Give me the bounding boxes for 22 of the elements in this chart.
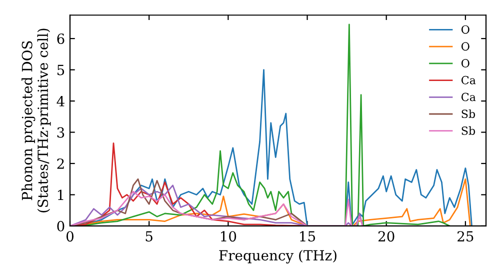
y-tick-label: 4 <box>56 96 64 106</box>
x-tick-label: 15 <box>300 231 316 242</box>
legend-label: Ca <box>461 76 476 84</box>
legend-label: Ca <box>461 92 476 102</box>
legend-label: O <box>461 25 470 34</box>
y-tick-label: 3 <box>57 127 64 138</box>
y-tick-label: 6 <box>57 34 64 44</box>
legend-label: O <box>461 42 470 51</box>
x-tick-label: 25 <box>458 231 474 242</box>
legend-label: Sb <box>462 126 476 135</box>
x-axis-title: Frequency (THz) <box>219 250 336 264</box>
y-tick-label: 1 <box>58 190 64 200</box>
y-tick-label: 2 <box>57 158 64 169</box>
x-tick-label: 10 <box>221 231 236 242</box>
x-tick-label: 20 <box>378 231 394 242</box>
legend-label: O <box>461 59 470 68</box>
legend-label: Sb <box>462 109 476 118</box>
x-tick-label: 0 <box>66 231 74 242</box>
y-tick-label: 0 <box>57 220 64 232</box>
x-tick-label: 5 <box>146 231 152 242</box>
y-axis-title: Phonon projected DOS (States/THz·primitive cell) <box>22 28 51 212</box>
y-tick-label: 5 <box>57 64 64 76</box>
